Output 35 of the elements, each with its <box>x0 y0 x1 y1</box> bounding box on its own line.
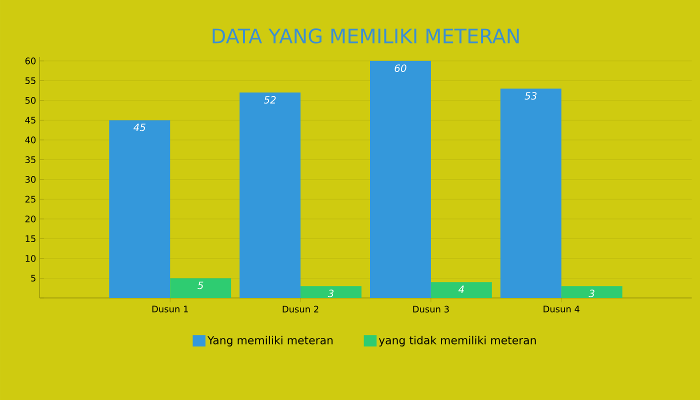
data-label: 5 <box>198 282 204 290</box>
y-tick-label: 25 <box>25 196 36 203</box>
bar <box>240 92 301 298</box>
y-tick-label: 40 <box>25 136 36 144</box>
y-tick-label: 50 <box>25 97 36 104</box>
y-tick-label: 20 <box>25 216 36 222</box>
bar <box>170 278 232 298</box>
bar <box>561 286 622 298</box>
bar <box>430 282 492 298</box>
data-label: 45 <box>133 124 146 132</box>
x-tick-label: Dusun 1 <box>152 306 188 312</box>
bar <box>370 60 431 298</box>
y-tick-label: 5 <box>31 274 36 282</box>
legend-label: Yang memiliki meteran <box>207 336 333 346</box>
data-label: 52 <box>264 96 276 104</box>
bar <box>500 88 562 298</box>
data-label: 4 <box>458 286 464 293</box>
data-label: 60 <box>394 64 406 72</box>
y-tick-label: 10 <box>26 255 36 262</box>
data-label: 53 <box>524 92 537 100</box>
y-tick-label: 30 <box>25 176 36 183</box>
bar <box>300 286 362 298</box>
data-label: 3 <box>328 290 334 298</box>
data-label: 3 <box>588 290 594 298</box>
y-tick-label: 15 <box>26 235 36 242</box>
y-tick-label: 35 <box>25 156 36 164</box>
legend-label: yang tidak memiliki meteran <box>378 336 536 346</box>
chart-title: DATA YANG MEMILIKI METERAN <box>212 28 519 44</box>
y-tick-label: 45 <box>25 116 36 124</box>
x-tick-label: Dusun 2 <box>282 306 318 313</box>
bar <box>109 120 170 298</box>
x-tick-label: Dusun 4 <box>544 306 580 312</box>
x-tick-label: Dusun 3 <box>413 306 449 313</box>
y-tick-label: 60 <box>25 58 36 64</box>
y-tick-label: 55 <box>25 77 36 84</box>
